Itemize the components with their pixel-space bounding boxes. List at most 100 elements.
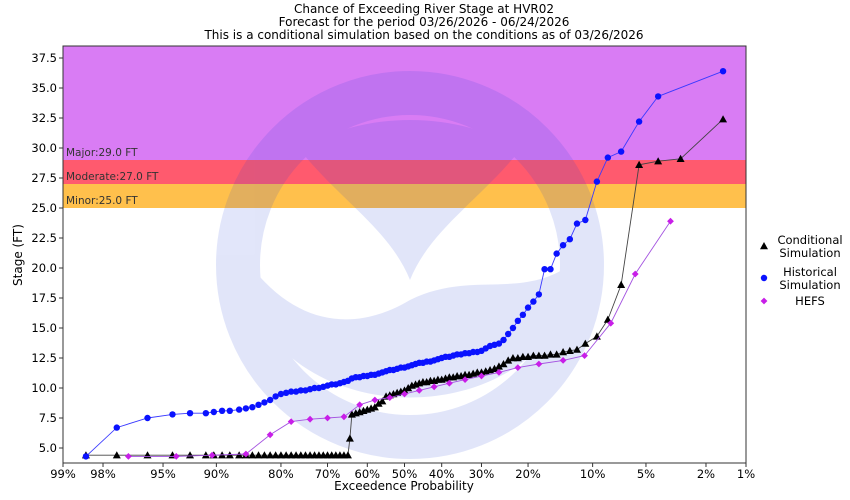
data-point-historical-simulation — [535, 291, 543, 298]
y-tick-label: 5.0 — [39, 441, 57, 455]
data-point-conditional-simulation — [271, 451, 280, 459]
data-point-hefs — [667, 217, 674, 225]
y-tick-label: 20.0 — [31, 261, 57, 275]
y-tick-label: 15.0 — [31, 321, 57, 335]
data-point-hefs — [208, 451, 216, 459]
data-point-historical-simulation — [541, 266, 548, 273]
data-point-conditional-simulation — [201, 451, 210, 459]
data-point-hefs — [445, 379, 453, 387]
data-point-historical-simulation — [553, 250, 560, 257]
data-point-hefs — [172, 453, 180, 460]
data-point-hefs — [356, 401, 364, 409]
data-point-conditional-simulation — [635, 160, 644, 168]
data-point-hefs — [401, 390, 408, 398]
data-point-conditional-simulation — [186, 451, 195, 459]
data-point-historical-simulation — [226, 407, 233, 414]
flood-band-moderate — [63, 160, 746, 184]
x-tick-label: 70% — [315, 467, 341, 481]
legend-marker-historical-simulation — [760, 274, 768, 282]
noaa-watermark — [216, 71, 604, 459]
data-point-conditional-simulation — [400, 386, 409, 394]
legend-label-hefs: HEFS — [795, 294, 825, 308]
data-point-historical-simulation — [277, 390, 285, 398]
series-line-hefs — [128, 220, 671, 457]
data-point-historical-simulation — [287, 388, 295, 395]
y-tick-label: 37.5 — [31, 51, 57, 65]
data-point-conditional-simulation — [343, 451, 352, 459]
flood-band-minor — [63, 184, 746, 208]
data-point-hefs — [125, 453, 132, 460]
y-tick-label: 17.5 — [31, 291, 57, 305]
data-point-conditional-simulation — [552, 350, 561, 358]
x-tick-label: 20% — [515, 467, 541, 481]
data-point-conditional-simulation — [654, 157, 663, 165]
data-point-conditional-simulation — [490, 364, 499, 372]
data-point-conditional-simulation — [266, 451, 275, 459]
data-point-historical-simulation — [186, 410, 194, 417]
data-point-conditional-simulation — [260, 451, 269, 459]
data-point-historical-simulation — [261, 399, 268, 406]
y-tick-label: 35.0 — [31, 81, 57, 95]
data-point-conditional-simulation — [345, 434, 354, 442]
legend-label-conditional-simulation: Simulation — [779, 246, 840, 260]
x-axis-label: Exceedence Probability — [334, 479, 474, 493]
data-point-historical-simulation — [282, 389, 290, 396]
data-point-historical-simulation — [504, 330, 512, 338]
data-point-historical-simulation — [266, 396, 274, 404]
legend-label-historical-simulation: Historical — [783, 265, 837, 279]
data-point-hefs — [559, 357, 567, 364]
data-point-conditional-simulation — [559, 348, 568, 356]
x-tick-label: 90% — [204, 467, 230, 481]
data-point-historical-simulation — [524, 304, 532, 311]
data-point-conditional-simulation — [276, 451, 285, 459]
data-point-hefs — [581, 352, 588, 359]
data-point-conditional-simulation — [581, 339, 590, 347]
data-point-conditional-simulation — [112, 451, 121, 459]
data-point-historical-simulation — [249, 404, 256, 411]
flood-band-label-moderate: Moderate:27.0 FT — [66, 171, 159, 183]
chart-title: Chance of Exceeding River Stage at HVR02 — [294, 2, 554, 16]
data-point-historical-simulation — [582, 216, 589, 224]
x-tick-label: 60% — [355, 467, 381, 481]
series-layer — [81, 68, 728, 460]
y-tick-label: 32.5 — [31, 111, 57, 125]
data-point-hefs — [478, 372, 485, 380]
data-point-historical-simulation — [210, 408, 218, 416]
x-tick-label: 40% — [429, 467, 455, 481]
data-point-conditional-simulation — [592, 332, 601, 340]
series-historical-simulation — [82, 68, 727, 460]
data-point-historical-simulation — [617, 148, 625, 155]
data-point-hefs — [535, 360, 543, 368]
data-point-conditional-simulation — [378, 397, 387, 405]
x-tick-label: 2% — [697, 467, 715, 481]
data-point-conditional-simulation — [404, 384, 413, 392]
y-tick-label: 25.0 — [31, 201, 57, 215]
flood-band-label-minor: Minor:25.0 FT — [66, 195, 138, 207]
data-point-hefs — [495, 369, 503, 376]
y-tick-label: 7.5 — [39, 411, 57, 425]
data-point-historical-simulation — [566, 236, 574, 243]
data-point-hefs — [306, 415, 314, 423]
data-point-historical-simulation — [272, 393, 279, 400]
x-axis: 99% 98% 95% 90% 80% 70% 60% 50% 40% 30% 20% 10% 5% 2%… — [50, 463, 755, 481]
legend-marker-conditional-simulation — [760, 242, 768, 250]
y-axis-label: Stage (FT) — [11, 224, 25, 286]
data-point-historical-simulation — [255, 401, 262, 408]
data-point-hefs — [266, 431, 274, 439]
data-point-hefs — [371, 396, 379, 404]
data-point-historical-simulation — [113, 424, 120, 431]
y-tick-label: 10.0 — [31, 381, 57, 395]
data-point-historical-simulation — [292, 388, 300, 395]
data-point-conditional-simulation — [676, 154, 685, 162]
x-tick-label: 30% — [469, 467, 495, 481]
chart-subtitle-conditions: This is a conditional simulation based o… — [203, 28, 643, 42]
data-point-historical-simulation — [654, 93, 662, 100]
data-point-conditional-simulation — [504, 356, 513, 364]
data-point-hefs — [242, 450, 250, 458]
data-point-conditional-simulation — [254, 451, 263, 459]
legend-label-conditional-simulation: Conditional — [777, 233, 842, 247]
data-point-hefs — [461, 376, 469, 383]
data-point-conditional-simulation — [617, 280, 626, 288]
